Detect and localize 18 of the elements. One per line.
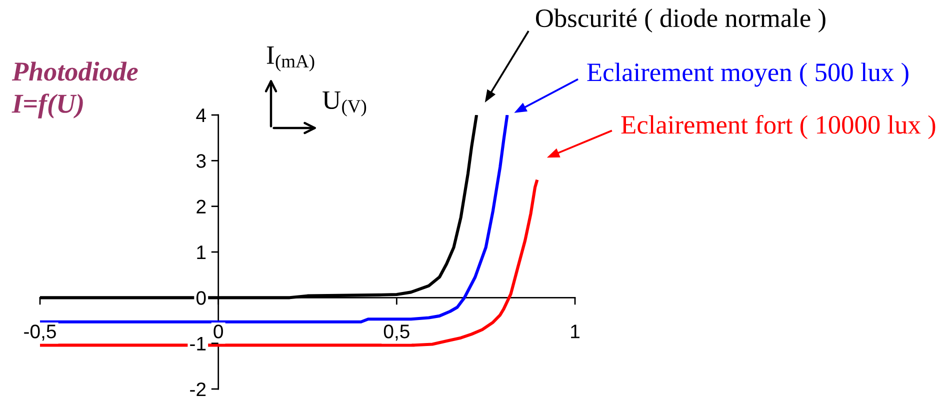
chart-subtitle: I=f(U) [12, 94, 83, 118]
y-tick-label: -2 [190, 382, 206, 396]
chart-title: Photodiode [12, 62, 138, 81]
x-tick-label: 1 [571, 324, 580, 338]
y-axis-title: I$_{(mA)}$ [266, 46, 314, 72]
y-tick-label: 0 [196, 291, 206, 305]
x-tick-label: 0,5 [384, 324, 410, 341]
x-tick-label: 0 [214, 324, 223, 338]
y-tick-label: 2 [196, 200, 206, 214]
y-tick-label: 4 [196, 108, 206, 122]
text: Eclairement moyen ( 500 lux ) [587, 62, 908, 87]
x-axis-title: U$_{(V)}$ [322, 91, 366, 116]
text: Obscurité ( diode normale ) [536, 8, 826, 33]
legend-label: Eclairement fort ( 10000 lux ) [621, 114, 936, 140]
y-tick-label: -1 [190, 337, 206, 350]
x-tick-label: -0,5 [24, 324, 56, 341]
y-tick-label: 3 [196, 154, 206, 168]
y-tick-label: 1 [197, 246, 206, 260]
